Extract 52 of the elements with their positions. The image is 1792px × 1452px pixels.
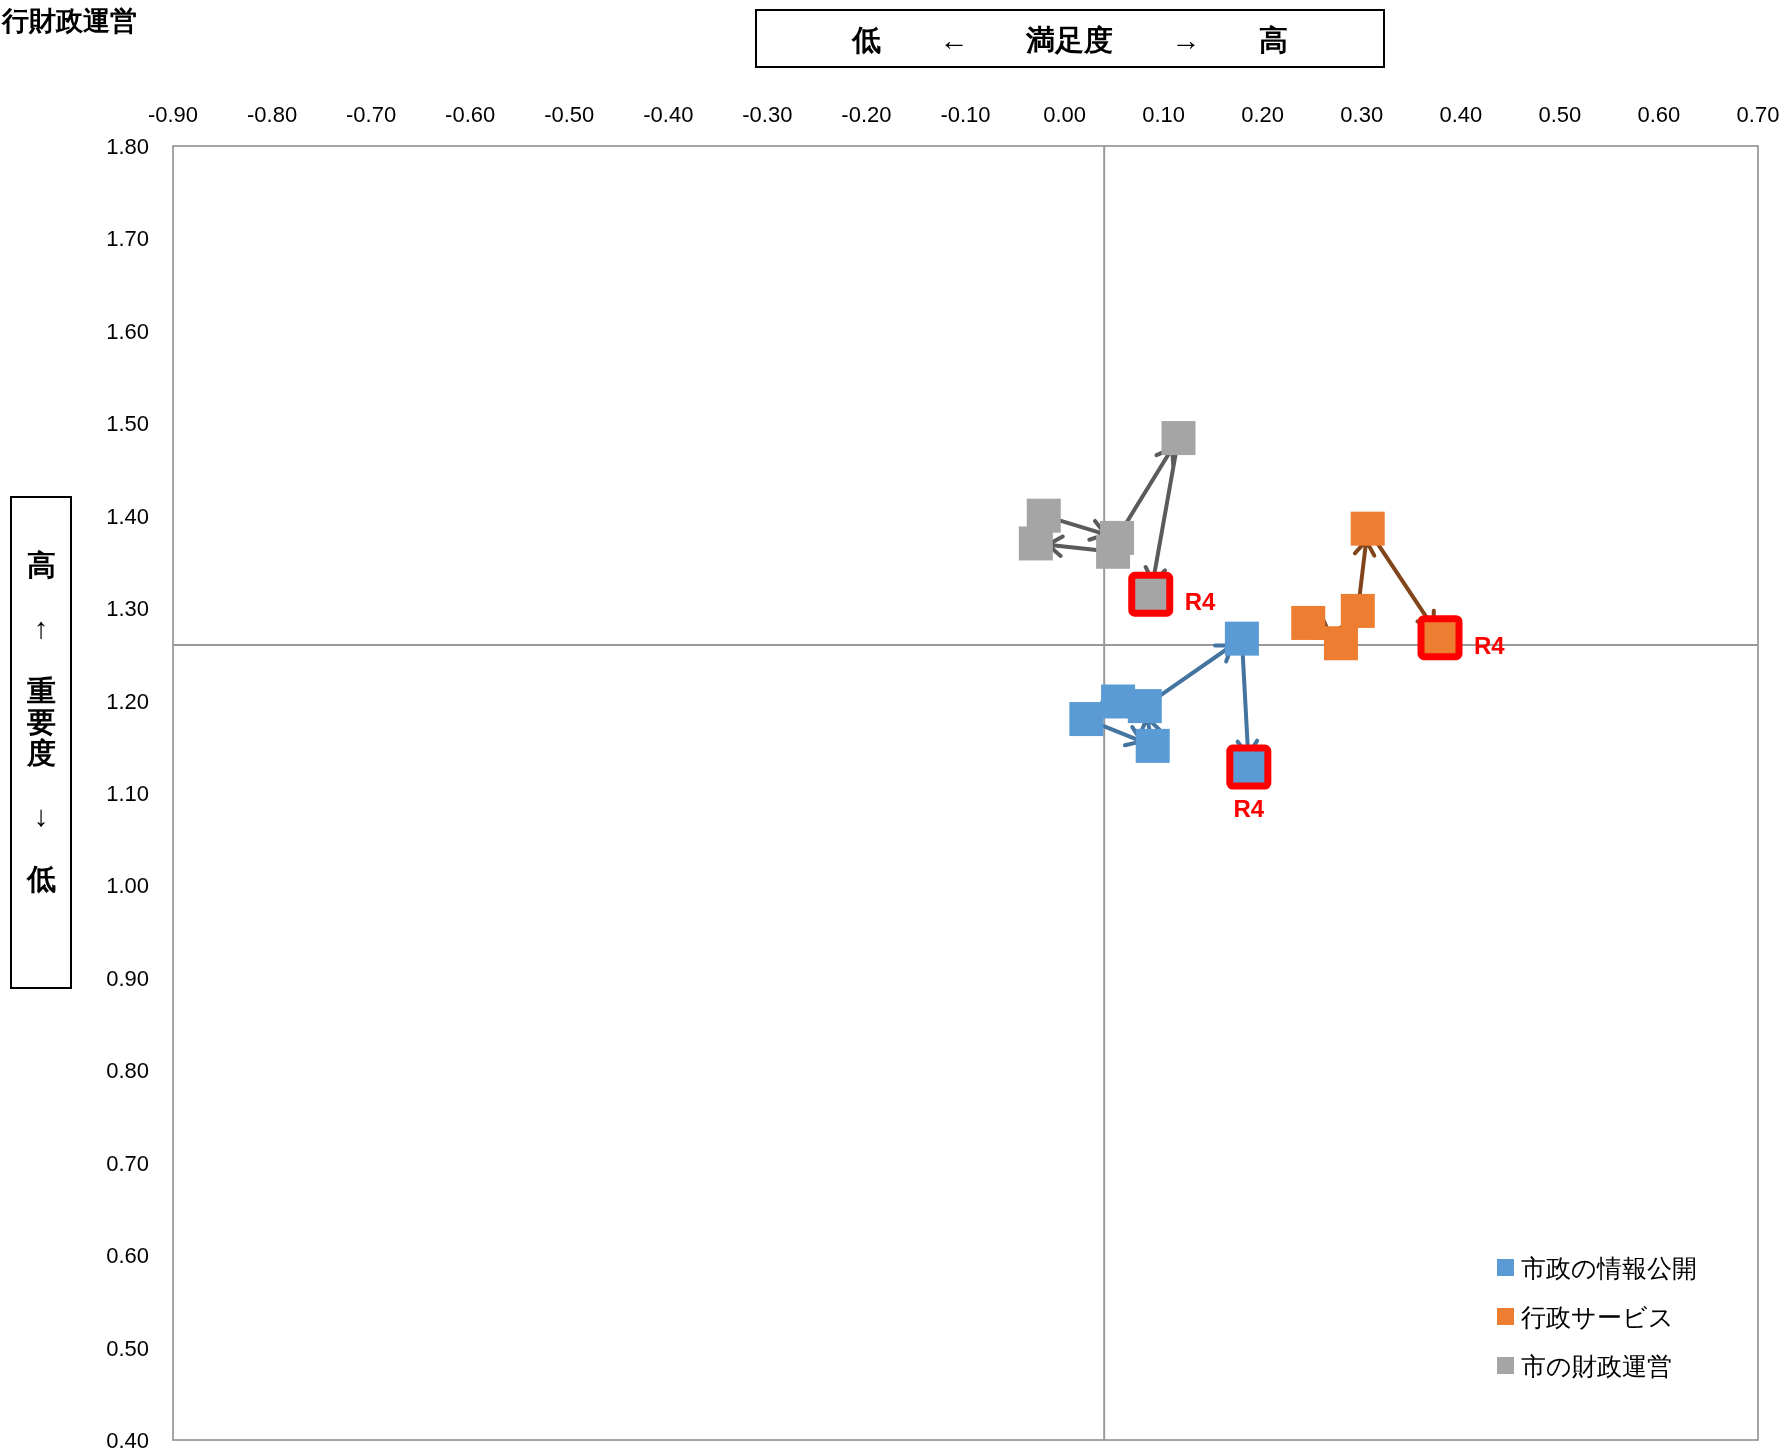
y-tick-label: 1.50 [106,411,149,437]
ylabel: 高 ↑ 重要度 ↓ 低 [26,549,56,895]
y-tick-label: 0.80 [106,1058,149,1084]
y-tick-label: 0.60 [106,1243,149,1269]
x-tick-label: -0.50 [544,102,595,127]
x-tick-label: 0.50 [1538,102,1582,127]
legend-label: 行政サービス [1521,1303,1674,1331]
y-tick-label: 0.50 [106,1335,149,1361]
x-axis-title: 低 ← 満足度 → 高 [851,24,1288,56]
y-tick-label: 1.00 [106,873,149,899]
y-tick-label: 0.70 [106,1150,149,1176]
chart-title: 行財政運営 [1,6,137,36]
point [1224,621,1259,656]
x-tick-label: -0.30 [742,102,793,127]
x-tick-label: 0.10 [1142,102,1186,127]
x-tick-label: 0.70 [1736,102,1780,127]
annotation: R4 [1184,588,1217,616]
annotation: R4 [1233,795,1265,823]
x-tick-label: -0.20 [841,102,892,127]
x-tick-label: 0.00 [1043,102,1086,127]
y-tick-label: 1.80 [106,134,149,159]
y-tick-label: 1.20 [106,688,149,714]
x-tick-label: -0.40 [643,102,694,127]
x-tick-label: -0.10 [940,102,991,127]
point [1026,498,1061,533]
legend-label: 市政の情報公開 [1521,1254,1697,1282]
y-tick-label: 1.10 [106,781,149,806]
annotation: R4 [1474,631,1506,659]
y-tick-label: 0.40 [106,1428,149,1452]
y-tick-label: 1.60 [106,318,149,344]
y-tick-label: 1.70 [106,226,149,252]
x-tick-label: 0.20 [1241,102,1285,127]
point [1350,511,1385,546]
x-tick-label: 0.60 [1637,102,1681,127]
point [1127,689,1162,724]
legend-label: 市の財政運営 [1521,1352,1672,1380]
y-tick-label: 0.90 [106,965,149,991]
point [1100,520,1135,555]
x-tick-label: -0.60 [445,102,496,127]
y-tick-label: 1.40 [106,503,149,529]
point [1340,593,1375,628]
point [1135,728,1170,763]
point [1323,626,1358,661]
x-tick-label: 0.30 [1340,102,1384,127]
x-tick-label: 0.40 [1439,102,1483,127]
y-tick-label: 1.30 [106,596,149,622]
point [1291,605,1326,640]
point [1161,421,1196,456]
point [1069,702,1104,737]
x-tick-label: -0.90 [147,102,199,127]
x-tick-label: -0.70 [346,102,397,127]
x-tick-label: -0.80 [246,102,298,127]
